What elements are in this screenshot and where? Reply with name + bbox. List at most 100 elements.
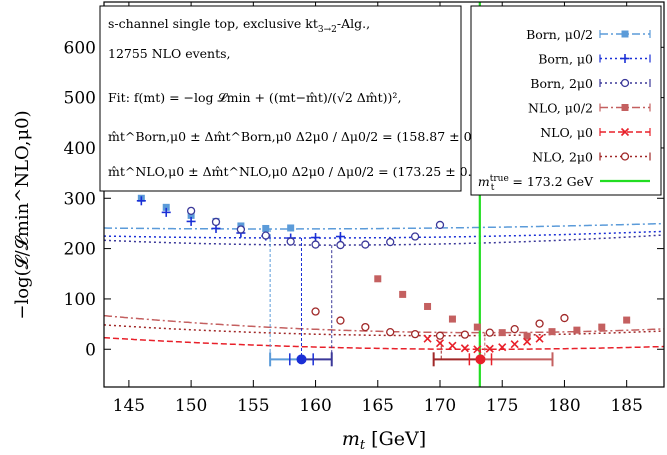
plot-frame (103, 1, 665, 388)
point-plus (620, 54, 630, 63)
axis-ticks: 145 150 155 160 165 170 175 180 185 0 100 200 300 400… (64, 2, 664, 416)
fit-annotation: s-channel single top, exclusive kt3→2-Al… (99, 5, 613, 192)
point-cross (498, 343, 507, 352)
point-circle (510, 324, 519, 334)
point-circle (410, 232, 420, 241)
point-square (621, 30, 629, 38)
x-tick-label: 160 (299, 396, 331, 416)
point-circle (261, 231, 270, 240)
point-circle (236, 225, 246, 234)
point-circle (620, 152, 630, 161)
legend-label: mtrue t = 173.2 GeV (478, 174, 594, 193)
point-cross (423, 334, 432, 343)
point-circle (361, 322, 370, 332)
y-tick-label: 100 (64, 290, 96, 310)
y-tick-label: 400 (64, 139, 96, 159)
cross-b (485, 344, 494, 353)
result-markers (269, 352, 554, 367)
point-square (187, 211, 195, 219)
annotation-line-3: Fit: f(mt) = −log 𝓛min + ((mt−m̂t)/(√2 Δ… (108, 90, 401, 105)
legend-label-sup: true (490, 174, 509, 184)
point-square (424, 302, 432, 310)
data-points (136, 194, 631, 354)
cross-b (448, 341, 457, 350)
point-cross (535, 334, 544, 343)
point-square (621, 104, 629, 111)
fit-curve (104, 336, 664, 351)
point-circle (311, 307, 320, 316)
point-cross (473, 345, 482, 354)
point-cross (460, 344, 469, 353)
point-cross (435, 339, 445, 348)
legend-label-m: m (478, 174, 490, 189)
point-circle (311, 240, 320, 249)
point-square (473, 323, 481, 331)
x-tick-label: 165 (362, 396, 394, 416)
cross-b (473, 345, 482, 354)
y-tick-label: 0 (85, 340, 96, 360)
legend-label: NLO, μ0/2 (528, 101, 593, 116)
cross-b (510, 340, 519, 349)
point-circle (361, 240, 370, 249)
point-circle (460, 330, 470, 339)
point-circle (560, 313, 569, 323)
point-circle (186, 206, 196, 216)
annotation-line-1: s-channel single top, exclusive kt3→2-Al… (108, 16, 370, 35)
point-circle (286, 237, 295, 246)
y-tick-label: 500 (64, 89, 96, 109)
point-circle (620, 78, 630, 88)
point-circle (386, 327, 395, 337)
x-tick-label: 180 (548, 396, 580, 416)
cross-b (620, 127, 630, 137)
fit-curve (104, 230, 664, 239)
point-cross (510, 340, 519, 349)
point-square (262, 224, 270, 232)
point-circle (336, 240, 345, 250)
fit-curve (104, 222, 664, 230)
point-square (548, 328, 556, 336)
point-circle (336, 316, 345, 325)
legend-box (470, 5, 662, 196)
cross-b (423, 334, 432, 343)
x-tick-label: 170 (424, 396, 456, 416)
point-plus (136, 196, 146, 206)
legend-label: NLO, 2μ0 (532, 150, 593, 165)
point-plus (186, 216, 196, 226)
point-cross (620, 127, 630, 137)
legend-label-rest: = 173.2 GeV (508, 174, 594, 189)
point-square (498, 329, 506, 337)
fit-curve (104, 324, 664, 337)
legend: Born, μ0/2 Born, μ0 Born, 2μ0 NLO, μ0/2 NLO,… (470, 5, 662, 196)
annotation-box (99, 5, 462, 192)
x-tick-label: 175 (486, 396, 518, 416)
minimum-droplines (269, 228, 486, 360)
cross-b (460, 344, 469, 353)
point-cross (523, 337, 532, 346)
x-tick-label: 155 (237, 396, 269, 416)
y-axis-label: −log(𝓛/𝓛min^NLO,μ0) (12, 110, 33, 319)
result-point (475, 354, 486, 365)
fit-curve (104, 234, 664, 246)
point-circle (211, 217, 221, 227)
legend-label-sub: t (491, 183, 495, 193)
point-circle (410, 330, 420, 339)
point-square (448, 315, 456, 323)
point-square (623, 316, 631, 324)
point-cross (485, 344, 494, 353)
legend-label: Born, μ0/2 (526, 27, 593, 42)
cross-b (535, 334, 544, 343)
legend-label: Born, 2μ0 (530, 76, 593, 91)
point-square (399, 290, 407, 298)
cross-b (523, 337, 532, 346)
fit-curve (104, 314, 664, 334)
point-plus (335, 232, 345, 242)
point-plus (161, 207, 171, 217)
cross-b (435, 339, 445, 348)
point-cross (448, 341, 457, 350)
point-square (162, 203, 170, 211)
result-point (296, 354, 307, 365)
x-tick-label: 150 (175, 396, 207, 416)
point-circle (485, 328, 494, 337)
x-tick-label: 185 (610, 396, 642, 416)
